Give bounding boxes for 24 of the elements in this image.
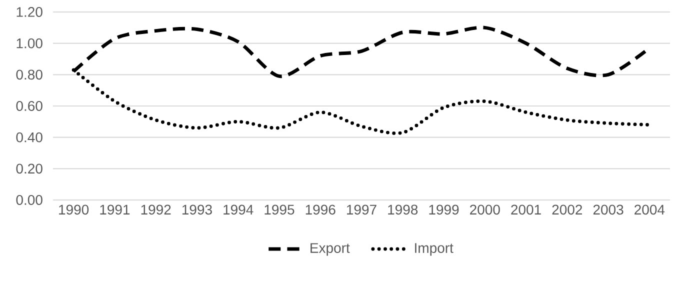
legend-label: Import: [415, 243, 454, 256]
x-tick-label: 2003: [593, 204, 624, 215]
y-tick-label: 0.00: [16, 195, 42, 205]
y-tick-label: 1.20: [16, 7, 42, 17]
x-tick-label: 2002: [552, 204, 582, 215]
legend-label: Export: [310, 243, 350, 256]
x-tick-label: 1992: [141, 204, 171, 215]
x-tick-label: 2000: [470, 204, 500, 215]
x-tick-label: 1998: [388, 204, 418, 215]
y-tick-label: 1.00: [16, 38, 42, 48]
x-tick-label: 1995: [264, 204, 294, 215]
x-tick-label: 2004: [634, 204, 665, 215]
x-tick-label: 1999: [429, 204, 459, 215]
x-tick-label: 1991: [100, 204, 130, 215]
y-tick-label: 0.60: [16, 101, 42, 111]
x-tick-label: 1997: [346, 204, 376, 215]
y-tick-label: 0.80: [16, 70, 42, 80]
x-tick-label: 1994: [224, 204, 254, 215]
x-tick-label: 1993: [182, 204, 212, 215]
y-tick-label: 0.20: [16, 164, 42, 174]
x-tick-label: 2001: [511, 204, 541, 215]
x-tick-label: 1996: [306, 204, 336, 215]
x-tick-label: 1990: [59, 204, 89, 215]
y-tick-label: 0.40: [16, 132, 42, 142]
